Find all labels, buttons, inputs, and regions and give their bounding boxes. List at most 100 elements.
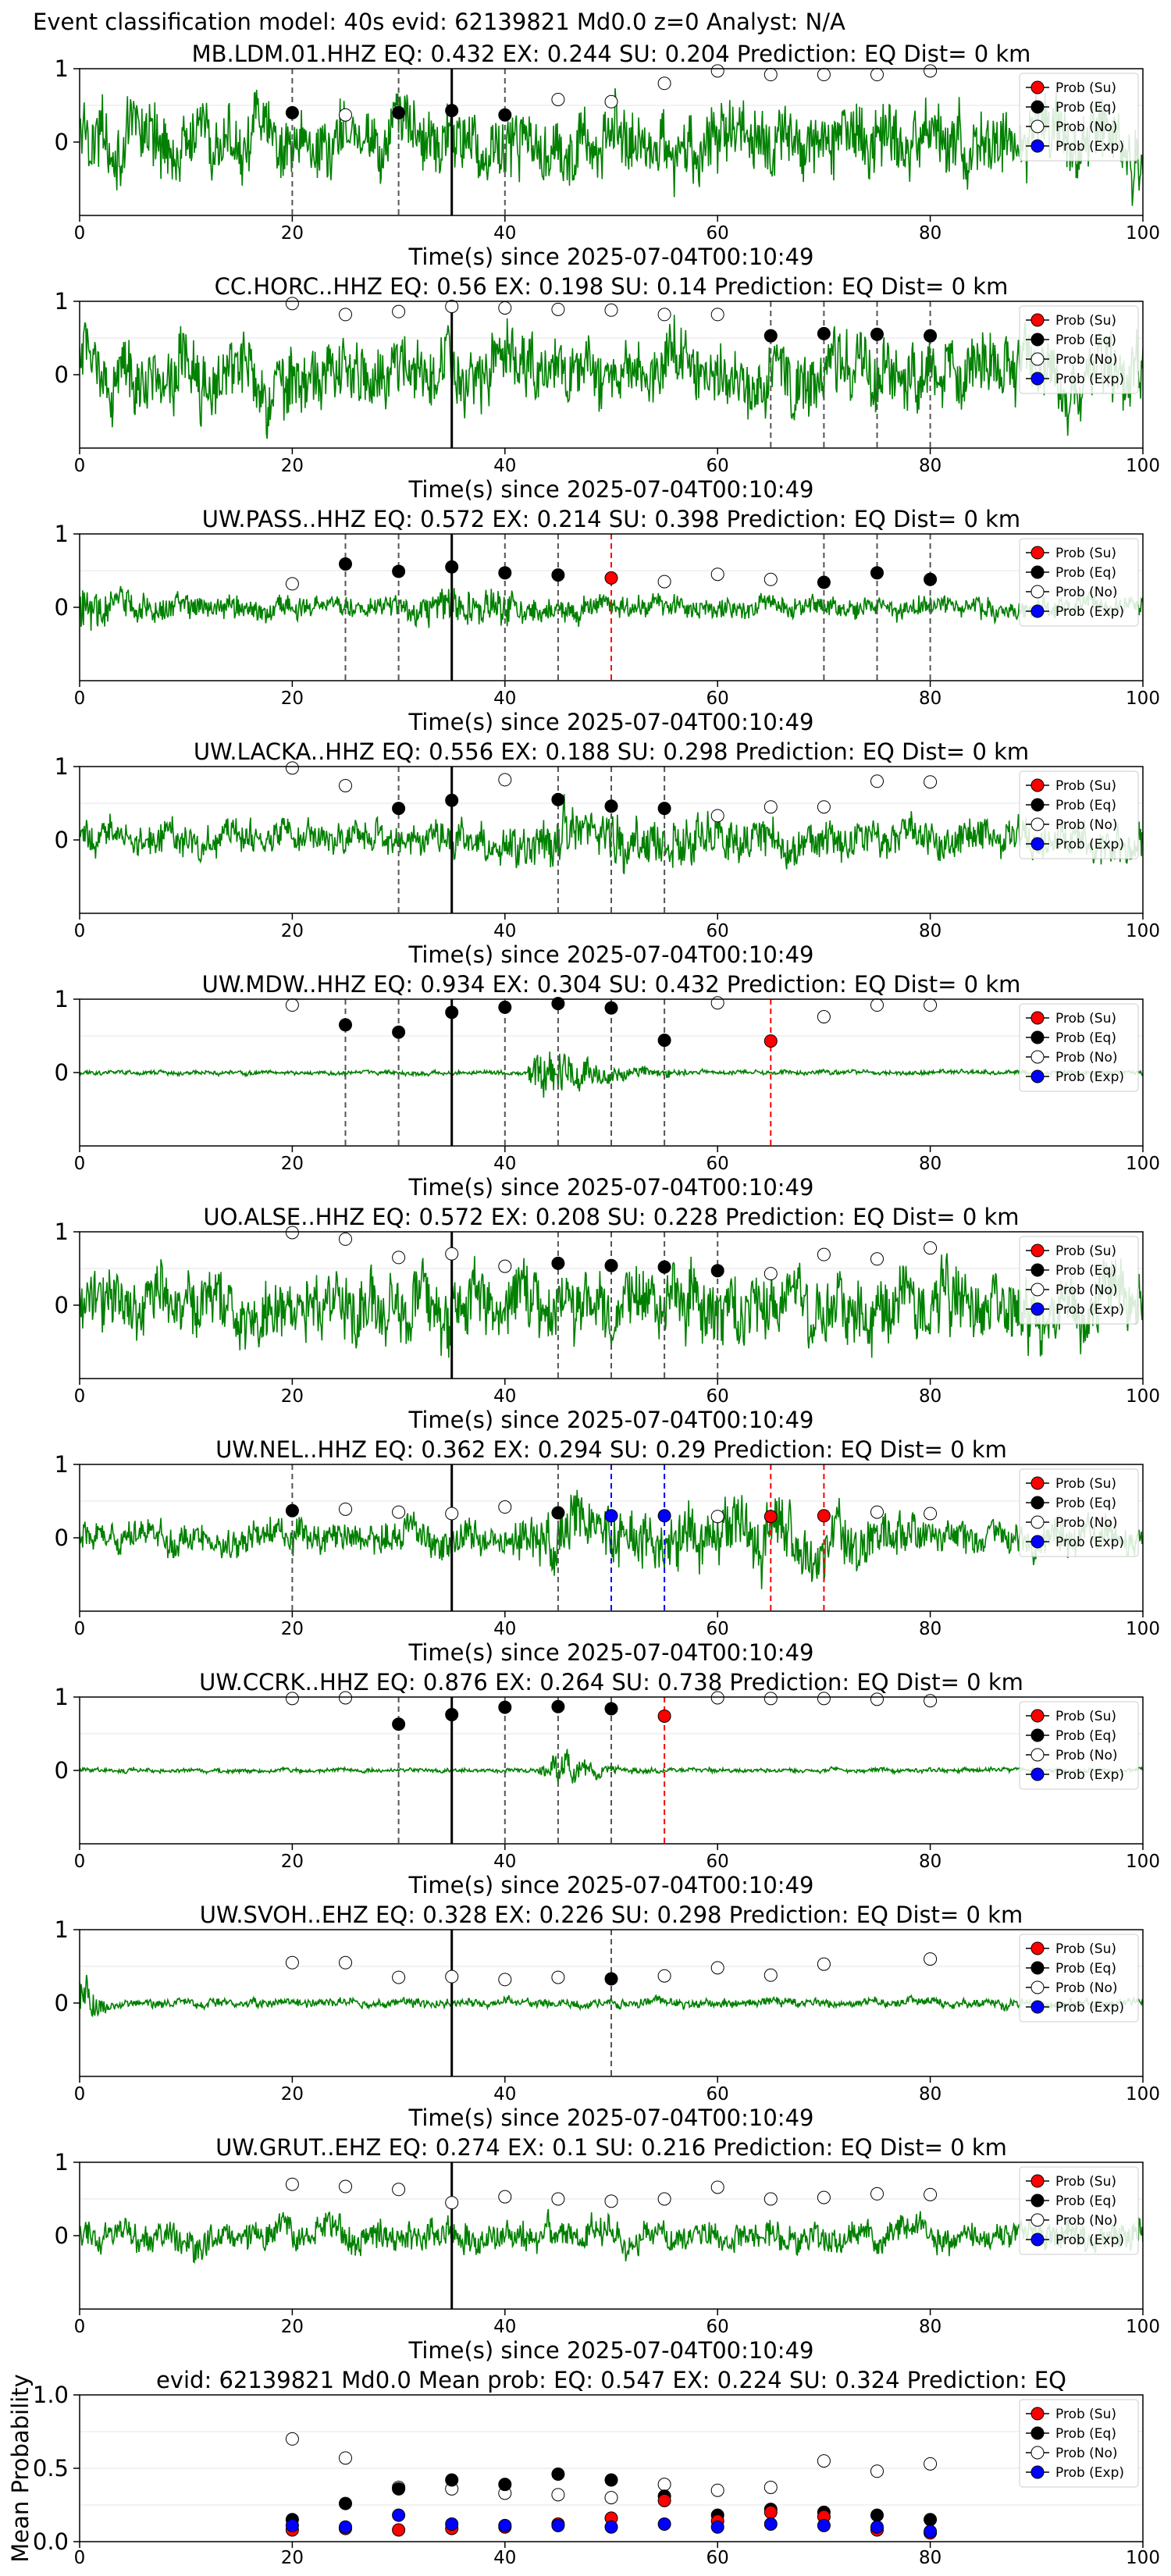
panel-2-legend-label-exp: Prob (Exp) [1055, 372, 1124, 387]
panel-6-prob-marker-eq [604, 1258, 618, 1272]
panel-2-prob-marker-no [551, 302, 565, 316]
panel-1-xtick-label: 40 [493, 223, 516, 244]
panel-9-prob-marker-no [445, 1969, 459, 1984]
panel-3-xtick-label: 0 [74, 688, 86, 709]
panel-mean-point-eq [445, 2473, 459, 2487]
panel-2-ytick-label: 0 [55, 361, 69, 388]
panel-8-legend-marker-exp [1030, 1767, 1045, 1781]
panel-9-prob-marker-no [924, 1952, 938, 1966]
panel-7-prob-marker-exp [657, 1509, 671, 1523]
panel-10-legend-label-exp: Prob (Exp) [1055, 2233, 1124, 2248]
panel-6-prob-marker-no [870, 1252, 884, 1266]
panel-7-prob-marker-eq [551, 1506, 565, 1520]
panel-5-legend: Prob (Su) Prob (Eq) Prob (No) Prob (Exp) [1019, 1003, 1139, 1092]
panel-4-legend-label-exp: Prob (Exp) [1055, 837, 1124, 852]
panel-3-prob-marker-eq [924, 572, 938, 586]
panel-10-prob-marker-no [870, 2186, 884, 2201]
panel-4-prob-marker-no [763, 800, 778, 814]
panel-3-legend-marker-no [1030, 585, 1045, 599]
panel-6-legend-label-eq: Prob (Eq) [1055, 1263, 1116, 1279]
panel-2-legend-marker-su [1030, 313, 1045, 327]
panel-5-prob-marker-eq [445, 1005, 459, 1019]
panel-2-xtick-label: 0 [74, 456, 86, 476]
panel-mean-point-exp [285, 2518, 299, 2532]
panel-1-xtick-label: 80 [919, 223, 941, 244]
panel-5-legend-label-exp: Prob (Exp) [1055, 1069, 1124, 1085]
panel-1-xtick-label: 100 [1126, 223, 1160, 244]
panel-6-title: UO.ALSE..HHZ EQ: 0.572 EX: 0.208 SU: 0.2… [203, 1204, 1019, 1230]
panel-3: UW.PASS..HHZ EQ: 0.572 EX: 0.214 SU: 0.3… [55, 506, 1160, 735]
panel-7-prob-marker-no [710, 1510, 724, 1524]
panel-2-prob-marker-eq [763, 329, 778, 343]
panel-4-prob-marker-no [870, 774, 884, 788]
panel-4-xtick-label: 20 [281, 921, 304, 941]
panel-1-prob-marker-eq [285, 105, 299, 119]
panel-3-xtick-label: 80 [919, 688, 941, 709]
panel-3-title: UW.PASS..HHZ EQ: 0.572 EX: 0.214 SU: 0.3… [202, 506, 1020, 532]
panel-8-prob-marker-no [339, 1691, 352, 1705]
panel-1-prob-marker-no [710, 64, 724, 78]
panel-10-ytick-label: 0 [55, 2222, 69, 2249]
panel-7-prob-marker-no [870, 1505, 884, 1519]
panel-10-xtick-label: 60 [707, 2317, 729, 2337]
panel-2-prob-marker-eq [817, 326, 831, 340]
panel-6-xtick-label: 100 [1126, 1386, 1160, 1407]
panel-mean-xtick-label: 80 [919, 2548, 941, 2568]
panel-3-ytick-label: 1 [55, 521, 69, 547]
panel-9-legend-label-su: Prob (Su) [1055, 1941, 1116, 1957]
panel-9-legend-marker-exp [1030, 2000, 1045, 2014]
panel-7-legend-marker-no [1030, 1515, 1045, 1529]
panel-9-xtick-label: 100 [1126, 2084, 1160, 2105]
panel-7-prob-marker-no [445, 1507, 459, 1521]
panel-5-prob-marker-no [817, 1010, 831, 1024]
panel-10-xtick-label: 80 [919, 2317, 941, 2337]
panel-9-xlabel: Time(s) since 2025-07-04T00:10:49 [408, 2105, 814, 2131]
panel-8-xtick-label: 100 [1126, 1852, 1160, 1872]
panel-2-prob-marker-eq [870, 327, 884, 341]
panel-2-legend-box [1019, 305, 1139, 394]
panel-8-legend-label-eq: Prob (Eq) [1055, 1728, 1116, 1744]
panel-mean-point-no [604, 2491, 618, 2505]
panel-9-xtick-label: 40 [493, 2084, 516, 2105]
panel-5-prob-marker-su [763, 1034, 778, 1048]
panel-mean-point-eq [339, 2496, 352, 2510]
panel-mean-point-exp [339, 2520, 352, 2534]
panel-3-xtick-label: 100 [1126, 688, 1160, 709]
panel-1-prob-marker-no [763, 68, 778, 82]
panel-8-title: UW.CCRK..HHZ EQ: 0.876 EX: 0.264 SU: 0.7… [199, 1669, 1023, 1695]
panel-mean-point-su [392, 2523, 406, 2537]
panel-2-prob-marker-no [392, 304, 406, 318]
panel-4-title: UW.LACKA..HHZ EQ: 0.556 EX: 0.188 SU: 0.… [194, 738, 1029, 765]
panel-10-legend: Prob (Su) Prob (Eq) Prob (No) Prob (Exp) [1019, 2166, 1139, 2255]
panel-1-legend-box [1019, 73, 1139, 162]
panel-2-prob-marker-no [445, 300, 459, 314]
panel-9-legend-label-no: Prob (No) [1055, 1980, 1118, 1996]
panel-4-xtick-label: 40 [493, 921, 516, 941]
panel-mean-legend-label-su: Prob (Su) [1055, 2407, 1116, 2422]
panel-5-legend-marker-exp [1030, 1069, 1045, 1083]
panel-8-prob-marker-no [924, 1694, 938, 1708]
panel-10-legend-marker-exp [1030, 2233, 1045, 2247]
panel-5-xtick-label: 0 [74, 1154, 86, 1174]
panel-7-legend-marker-exp [1030, 1535, 1045, 1549]
panel-2-legend-label-no: Prob (No) [1055, 352, 1118, 368]
panel-5-ytick-label: 1 [55, 986, 69, 1012]
panel-mean-point-exp [498, 2518, 512, 2532]
panel-6-legend-box [1019, 1236, 1139, 1325]
panel-10-xtick-label: 0 [74, 2317, 86, 2337]
panel-mean-legend-label-no: Prob (No) [1055, 2446, 1118, 2461]
panel-3-prob-marker-no [710, 568, 724, 582]
panel-5-prob-marker-eq [339, 1018, 352, 1032]
panel-6-xlabel: Time(s) since 2025-07-04T00:10:49 [408, 1407, 814, 1433]
panel-4-prob-marker-no [285, 761, 299, 775]
panel-3-prob-marker-no [763, 572, 778, 586]
panel-8-legend-label-exp: Prob (Exp) [1055, 1767, 1124, 1783]
panel-3-xtick-label: 60 [707, 688, 729, 709]
panel-2-xlabel: Time(s) since 2025-07-04T00:10:49 [408, 476, 814, 503]
panel-9: UW.SVOH..EHZ EQ: 0.328 EX: 0.226 SU: 0.2… [55, 1902, 1160, 2131]
panel-4-xtick-label: 100 [1126, 921, 1160, 941]
panel-4-ytick-label: 0 [55, 827, 69, 853]
panel-3-prob-marker-eq [392, 564, 406, 578]
panel-6-legend-marker-eq [1030, 1263, 1045, 1277]
panel-3-legend-box [1019, 538, 1139, 627]
